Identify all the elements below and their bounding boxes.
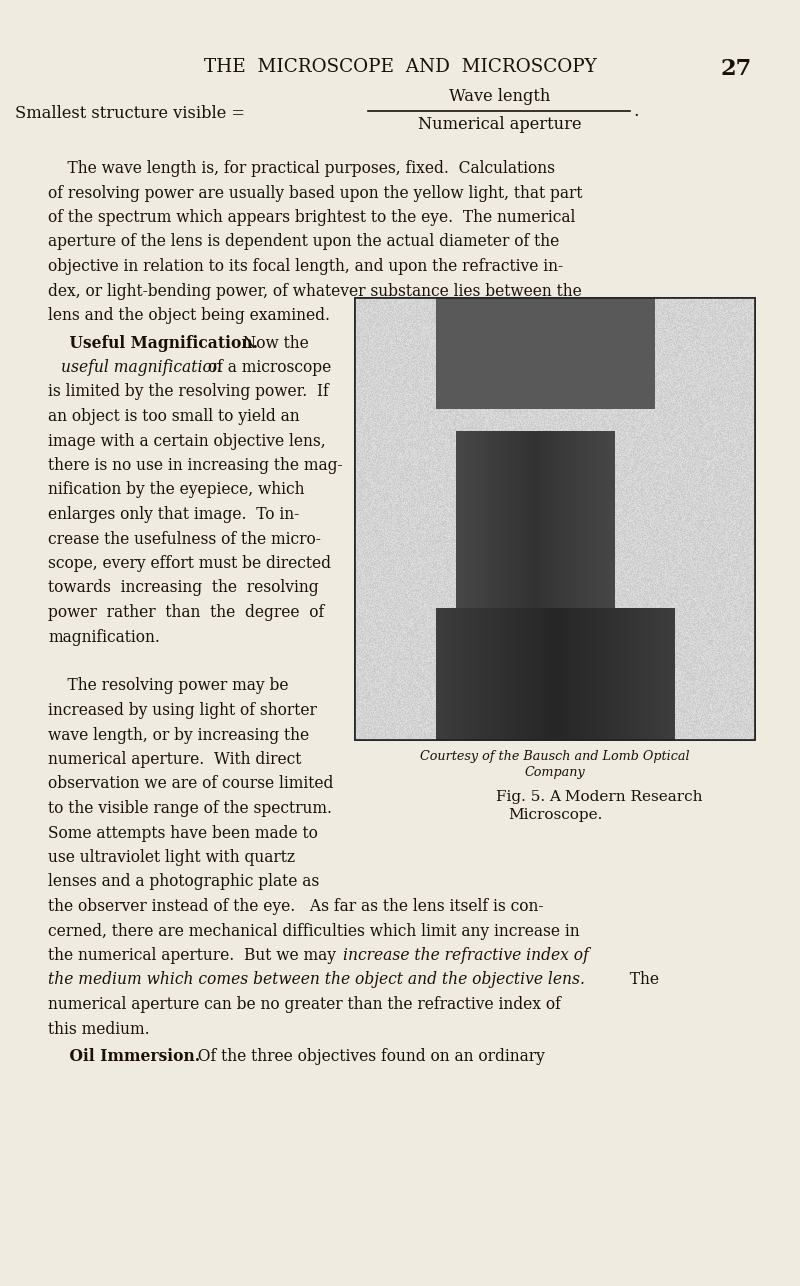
Text: of a microscope: of a microscope bbox=[203, 359, 331, 376]
Text: THE  MICROSCOPE  AND  MICROSCOPY: THE MICROSCOPE AND MICROSCOPY bbox=[204, 58, 596, 76]
Text: dex, or light-bending power, of whatever substance lies between the: dex, or light-bending power, of whatever… bbox=[48, 283, 582, 300]
Text: objective in relation to its focal length, and upon the refractive in-: objective in relation to its focal lengt… bbox=[48, 258, 563, 275]
Text: the numerical aperture.  But we may: the numerical aperture. But we may bbox=[48, 946, 341, 964]
Text: Company: Company bbox=[525, 766, 586, 779]
Text: nification by the eyepiece, which: nification by the eyepiece, which bbox=[48, 481, 305, 499]
Text: A Modern Research: A Modern Research bbox=[549, 790, 702, 804]
Text: Smallest structure visible =: Smallest structure visible = bbox=[15, 105, 250, 122]
Text: .: . bbox=[633, 103, 638, 120]
Text: lens and the object being examined.: lens and the object being examined. bbox=[48, 307, 330, 324]
Bar bbox=[355, 298, 755, 739]
Text: power  rather  than  the  degree  of: power rather than the degree of bbox=[48, 604, 324, 621]
Text: 27: 27 bbox=[721, 58, 752, 80]
Text: Wave length: Wave length bbox=[450, 87, 550, 105]
Text: the observer instead of the eye.   As far as the lens itself is con-: the observer instead of the eye. As far … bbox=[48, 898, 543, 916]
Text: Useful Magnification.: Useful Magnification. bbox=[48, 334, 258, 351]
Text: an object is too small to yield an: an object is too small to yield an bbox=[48, 408, 300, 424]
Text: The resolving power may be: The resolving power may be bbox=[48, 678, 289, 694]
Text: Of the three objectives found on an ordinary: Of the three objectives found on an ordi… bbox=[188, 1048, 545, 1065]
Text: to the visible range of the spectrum.: to the visible range of the spectrum. bbox=[48, 800, 332, 817]
Text: observation we are of course limited: observation we are of course limited bbox=[48, 775, 334, 792]
Text: use ultraviolet light with quartz: use ultraviolet light with quartz bbox=[48, 849, 295, 865]
Text: crease the usefulness of the micro-: crease the usefulness of the micro- bbox=[48, 531, 321, 548]
Text: Courtesy of the Bausch and Lomb Optical: Courtesy of the Bausch and Lomb Optical bbox=[420, 750, 690, 763]
Text: numerical aperture can be no greater than the refractive index of: numerical aperture can be no greater tha… bbox=[48, 995, 561, 1013]
Text: lenses and a photographic plate as: lenses and a photographic plate as bbox=[48, 873, 319, 890]
Text: increased by using light of shorter: increased by using light of shorter bbox=[48, 702, 317, 719]
Text: image with a certain objective lens,: image with a certain objective lens, bbox=[48, 432, 326, 450]
Text: of the spectrum which appears brightest to the eye.  The numerical: of the spectrum which appears brightest … bbox=[48, 210, 575, 226]
Bar bbox=[355, 298, 755, 739]
Text: is limited by the resolving power.  If: is limited by the resolving power. If bbox=[48, 383, 329, 400]
Text: magnification.: magnification. bbox=[48, 629, 160, 646]
Text: this medium.: this medium. bbox=[48, 1021, 150, 1038]
Text: cerned, there are mechanical difficulties which limit any increase in: cerned, there are mechanical difficultie… bbox=[48, 922, 580, 940]
Text: The wave length is, for practical purposes, fixed.  Calculations: The wave length is, for practical purpos… bbox=[48, 159, 555, 177]
Text: the medium which comes between the object and the objective lens.: the medium which comes between the objec… bbox=[48, 971, 585, 989]
Text: enlarges only that image.  To in-: enlarges only that image. To in- bbox=[48, 505, 299, 523]
Text: Fig. 5.: Fig. 5. bbox=[496, 790, 545, 804]
Text: aperture of the lens is dependent upon the actual diameter of the: aperture of the lens is dependent upon t… bbox=[48, 234, 559, 251]
Text: Numerical aperture: Numerical aperture bbox=[418, 116, 582, 132]
Text: there is no use in increasing the mag-: there is no use in increasing the mag- bbox=[48, 457, 342, 475]
Text: Some attempts have been made to: Some attempts have been made to bbox=[48, 824, 318, 841]
Text: Microscope.: Microscope. bbox=[508, 808, 602, 822]
Text: scope, every effort must be directed: scope, every effort must be directed bbox=[48, 556, 331, 572]
Text: Oil Immersion.: Oil Immersion. bbox=[48, 1048, 200, 1065]
Text: increase the refractive index of: increase the refractive index of bbox=[343, 946, 589, 964]
Text: Now the: Now the bbox=[233, 334, 309, 351]
Text: of resolving power are usually based upon the yellow light, that part: of resolving power are usually based upo… bbox=[48, 184, 582, 202]
Text: useful magnification: useful magnification bbox=[61, 359, 222, 376]
Text: towards  increasing  the  resolving: towards increasing the resolving bbox=[48, 580, 318, 597]
Text: numerical aperture.  With direct: numerical aperture. With direct bbox=[48, 751, 302, 768]
Text: The: The bbox=[620, 971, 659, 989]
Text: wave length, or by increasing the: wave length, or by increasing the bbox=[48, 727, 309, 743]
